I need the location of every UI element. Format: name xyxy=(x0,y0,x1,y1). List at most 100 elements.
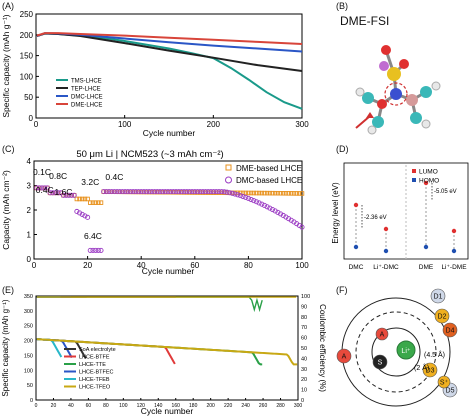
y-tick-label: 0 xyxy=(30,398,33,404)
legend-label: SoA electrolyte xyxy=(79,347,116,353)
x-tick-label: 0 xyxy=(35,403,38,409)
legend-label: TMS-LHCE xyxy=(71,79,102,85)
x-tick-label: 40 xyxy=(137,261,146,270)
y-tick-label: 350 xyxy=(24,294,33,300)
data-point-dme xyxy=(98,200,104,205)
data-point-dmc xyxy=(229,190,235,196)
lumo-marker xyxy=(383,226,389,232)
y-axis-label: Specific capacity (mAh g⁻¹) xyxy=(1,299,10,396)
molecule-title: DME-FSI xyxy=(340,14,390,28)
data-point-dmc xyxy=(47,190,53,196)
homo-marker xyxy=(353,244,359,250)
data-point-dmc xyxy=(114,189,120,195)
atom-carbon xyxy=(362,92,374,104)
capacity-line xyxy=(36,338,298,366)
panel-e: (E) 0 20 40 60 80 100 120 140 160 180 200 220 240 260… xyxy=(0,284,326,416)
y2-tick-label: 20 xyxy=(301,377,307,383)
y-tick-label: 50 xyxy=(27,383,33,389)
data-point-dmc xyxy=(138,189,144,195)
data-point-dmc xyxy=(109,189,115,195)
atom-nitrogen xyxy=(390,88,402,100)
data-point-dme xyxy=(259,190,265,196)
data-point-dme xyxy=(275,190,281,196)
x-tick-label: 140 xyxy=(154,403,163,409)
species-node xyxy=(442,322,458,338)
data-point-dmc xyxy=(149,189,155,195)
data-point-dmc xyxy=(253,199,259,205)
data-point-dmc xyxy=(269,206,276,213)
data-point-dmc xyxy=(162,189,168,195)
species-node xyxy=(375,327,389,341)
data-point-dmc xyxy=(34,185,40,191)
species-node xyxy=(430,288,446,304)
data-point-dmc xyxy=(184,189,190,195)
x-tick-label: 100 xyxy=(119,403,128,409)
data-point-dmc xyxy=(157,189,163,195)
data-point-dme xyxy=(264,190,270,196)
y2-tick-label: 90 xyxy=(301,304,307,310)
category-label: DME xyxy=(419,264,434,271)
rate-annotation: 1.6C xyxy=(54,187,72,197)
data-point-dmc xyxy=(189,189,195,195)
data-point-dmc xyxy=(154,189,160,195)
data-point-dmc xyxy=(42,185,48,191)
y-tick-label: 200 xyxy=(20,31,34,40)
y-tick-label: 1 xyxy=(27,231,32,240)
legend-marker xyxy=(225,176,232,184)
lithium-ion xyxy=(396,340,416,360)
species-label: D4 xyxy=(446,328,455,335)
rate-annotation: 6.4C xyxy=(84,231,102,241)
rate-annotation: 0.4C xyxy=(105,172,123,182)
data-point-dme xyxy=(96,200,101,205)
y2-tick-label: 0 xyxy=(301,398,304,404)
data-point-dmc xyxy=(95,247,101,253)
x-tick-label: 300 xyxy=(295,120,309,129)
ce-line xyxy=(36,296,263,313)
data-point-dmc xyxy=(60,192,67,198)
gap-annotation: -5.05 eV xyxy=(434,189,457,195)
atom-hydrogen xyxy=(355,87,365,97)
atom-hydrogen xyxy=(421,119,431,129)
data-point-dmc xyxy=(248,196,254,203)
y2-tick-label: 50 xyxy=(301,346,307,352)
data-point-dmc xyxy=(264,204,270,210)
legend-label: DME-based LHCE xyxy=(236,164,302,173)
plot-frame xyxy=(343,162,469,260)
data-point-dmc xyxy=(267,205,273,211)
data-point-dmc xyxy=(200,189,206,195)
species-label: A xyxy=(380,332,385,339)
data-point-dme xyxy=(256,190,262,196)
gap-annotation: -2.36 eV xyxy=(364,215,387,221)
data-point-dmc xyxy=(50,190,56,196)
atom-oxygen xyxy=(381,45,391,55)
y-tick-label: 3 xyxy=(27,182,32,191)
rate-annotation: 3.2C xyxy=(81,177,99,187)
legend-label: HOMO xyxy=(419,178,439,185)
legend-label: LUMO xyxy=(419,169,438,176)
data-point-dmc xyxy=(68,192,75,198)
x-tick-label: 120 xyxy=(137,403,146,409)
panel-e-label: (E) xyxy=(2,285,14,295)
data-point-dmc xyxy=(101,189,107,195)
x-tick-label: 220 xyxy=(224,403,233,409)
data-point-dmc xyxy=(44,185,50,191)
panel-f: (F) A A S D1 D2 D3 D4 D5 S⁺ Li⁺ (2 Å) (4.5 Å) xyxy=(326,284,474,416)
data-point-dme xyxy=(246,190,251,196)
series-line xyxy=(36,32,303,45)
data-point-dmc xyxy=(127,189,134,195)
data-point-dmc xyxy=(130,189,136,195)
data-point-dmc xyxy=(98,247,104,253)
y2-axis-label: Coulombic efficiency (%) xyxy=(318,304,326,392)
y2-tick-label: 60 xyxy=(301,336,307,342)
data-point-dmc xyxy=(119,189,125,195)
panel-d-chart: Energy level (eV) DMC Li⁺-DMC DME Li⁺-DME -2… xyxy=(331,162,469,271)
data-point-dme xyxy=(235,190,240,196)
y-tick-label: 150 xyxy=(20,52,34,61)
data-point-dmc xyxy=(74,208,80,215)
data-point-dmc xyxy=(221,189,227,195)
data-point-dmc xyxy=(202,189,209,195)
y2-tick-label: 40 xyxy=(301,356,307,362)
data-point-dmc xyxy=(52,190,58,196)
x-tick-label: 260 xyxy=(259,403,268,409)
homo-marker xyxy=(383,248,389,254)
